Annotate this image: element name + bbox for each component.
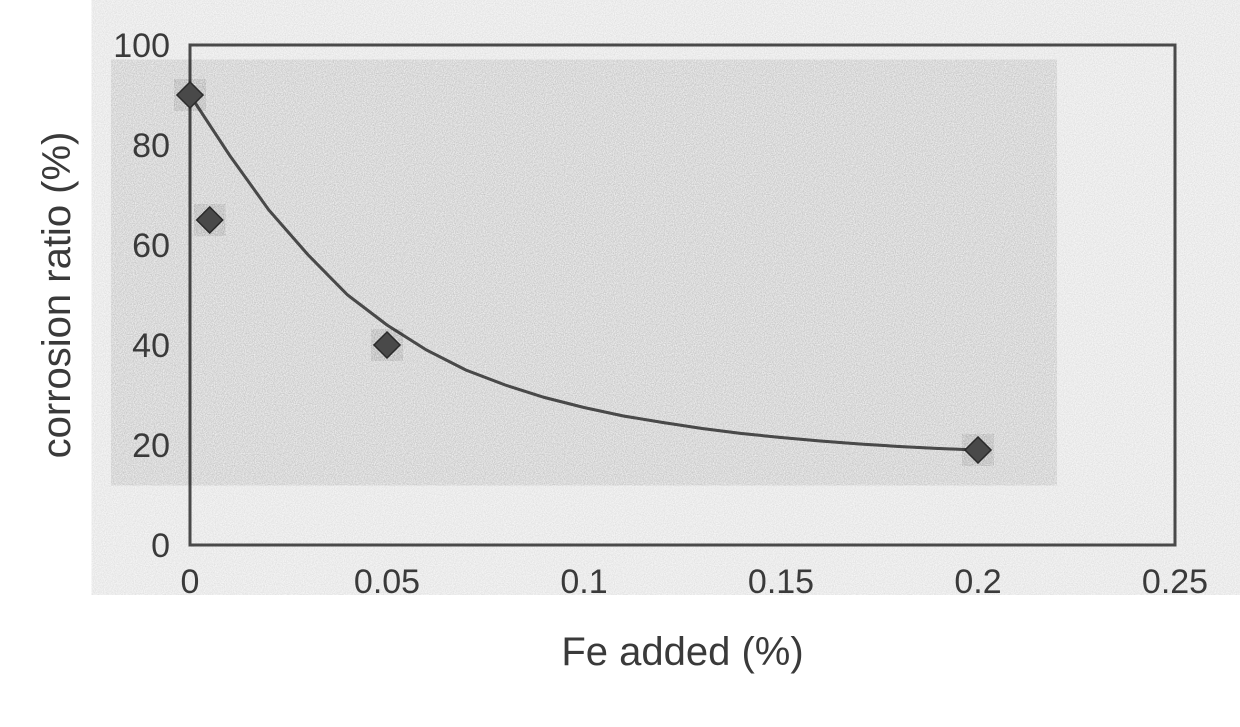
x-tick-label: 0.25 — [1142, 563, 1208, 601]
y-tick-label: 40 — [132, 327, 170, 365]
x-tick-label: 0.05 — [354, 563, 420, 601]
x-tick-label: 0.1 — [560, 563, 607, 601]
y-tick-label: 80 — [132, 127, 170, 165]
y-tick-label: 100 — [113, 27, 170, 65]
y-tick-label: 20 — [132, 427, 170, 465]
x-axis-label: Fe added (%) — [561, 630, 803, 674]
x-tick-label: 0.15 — [748, 563, 814, 601]
plot-background — [190, 45, 1175, 545]
y-axis-label: corrosion ratio (%) — [35, 132, 79, 459]
y-tick-label: 0 — [151, 527, 170, 565]
y-tick-label: 60 — [132, 227, 170, 265]
chart-svg: 0 0.05 0.1 0.15 0.2 0.25 0 20 40 60 80 100 Fe adde… — [0, 0, 1240, 727]
chart-container: 0 0.05 0.1 0.15 0.2 0.25 0 20 40 60 80 100 Fe adde… — [0, 0, 1240, 727]
x-tick-label: 0.2 — [954, 563, 1001, 601]
x-tick-labels: 0 0.05 0.1 0.15 0.2 0.25 — [181, 563, 1209, 601]
x-tick-label: 0 — [181, 563, 200, 601]
y-tick-labels: 0 20 40 60 80 100 — [113, 27, 170, 565]
